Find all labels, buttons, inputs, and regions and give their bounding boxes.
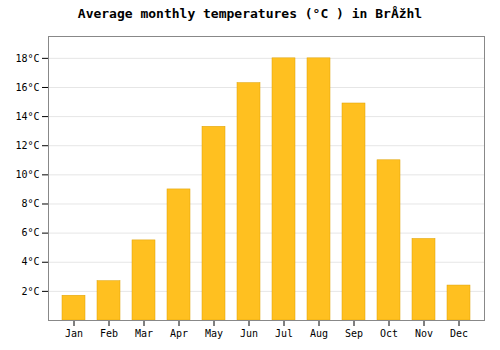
svg-text:2°C: 2°C bbox=[21, 286, 39, 297]
html-text:Average monthly temperatures (: Average monthly temperatures (°C ) in Br… bbox=[77, 6, 423, 21]
svg-text:Dec: Dec bbox=[450, 328, 468, 339]
svg-text:Nov: Nov bbox=[415, 328, 433, 339]
svg-text:Mar: Mar bbox=[135, 328, 153, 339]
svg-text:Jan: Jan bbox=[65, 328, 83, 339]
svg-text:Sep: Sep bbox=[345, 328, 363, 339]
svg-text:4°C: 4°C bbox=[21, 256, 39, 267]
svg-text:8°C: 8°C bbox=[21, 198, 39, 209]
svg-text:Jul: Jul bbox=[275, 328, 293, 339]
svg-text:May: May bbox=[205, 328, 223, 339]
svg-text:Oct: Oct bbox=[380, 328, 398, 339]
svg-text:Jun: Jun bbox=[240, 328, 258, 339]
svg-text:14°C: 14°C bbox=[15, 111, 39, 122]
svg-text:10°C: 10°C bbox=[15, 169, 39, 180]
svg-text:18°C: 18°C bbox=[15, 53, 39, 64]
svg-text:6°C: 6°C bbox=[21, 227, 39, 238]
svg-text:12°C: 12°C bbox=[15, 140, 39, 151]
svg-text:Feb: Feb bbox=[100, 328, 118, 339]
svg-text:Aug: Aug bbox=[310, 328, 328, 339]
svg-text:16°C: 16°C bbox=[15, 82, 39, 93]
svg-text:Apr: Apr bbox=[170, 328, 188, 339]
